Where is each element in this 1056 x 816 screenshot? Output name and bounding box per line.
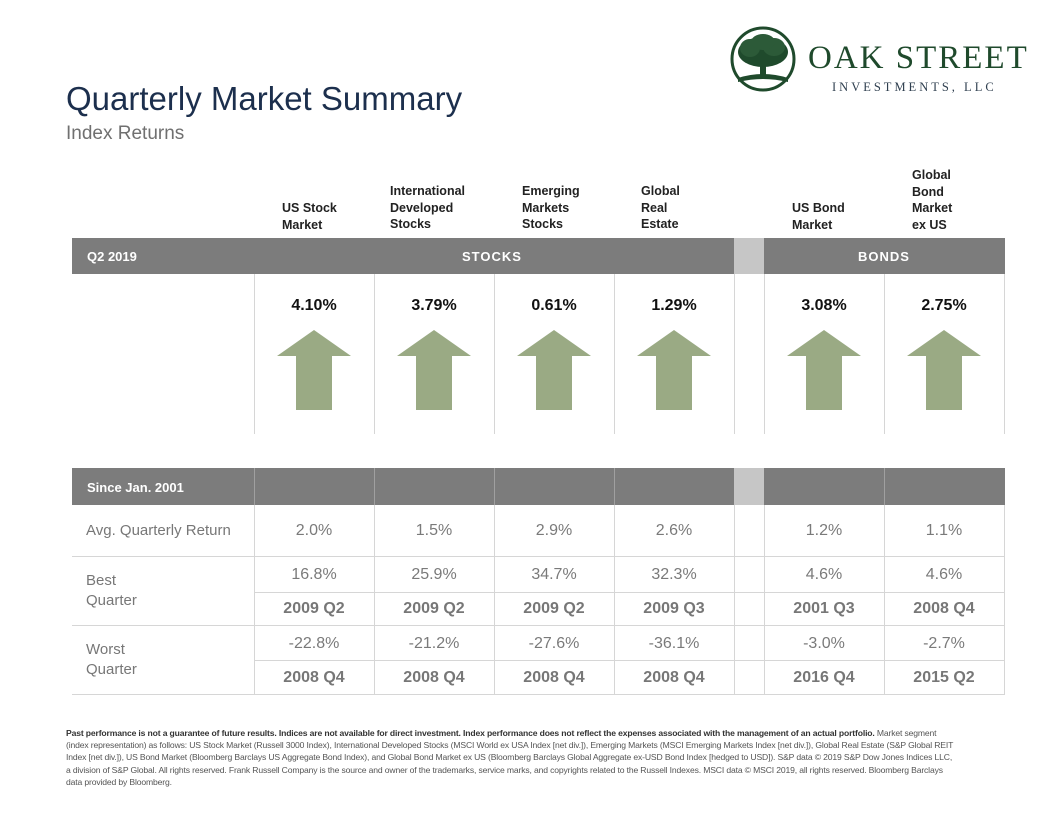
row-divider [72,625,1005,626]
grid-line [734,274,735,434]
worst-value: -27.6% [528,635,580,652]
avg-value: 2.9% [535,522,573,539]
quarter-return-intl-developed: 3.79% [411,297,457,314]
avg-value: 1.5% [415,522,453,539]
quarter-return-emerging: 0.61% [531,297,577,314]
column-header-us-bond: US Bond Market [792,201,845,232]
row-divider [254,660,1005,661]
logo-subtitle: INVESTMENTS, LLC [832,80,997,94]
grid-line [884,274,885,434]
best-quarter-date: 2009 Q2 [523,600,585,617]
best-quarter-date: 2009 Q2 [283,600,345,617]
worst-quarter-date: 2008 Q4 [523,669,585,686]
grid-line [764,274,765,434]
grid-line [764,505,765,695]
oak-tree-icon [730,26,796,92]
grid-line [374,505,375,695]
up-arrow-icon [637,330,711,410]
bonds-section-label: BONDS [858,249,910,264]
row-divider [72,556,1005,557]
best-quarter-date: 2008 Q4 [913,600,975,617]
best-value: 4.6% [925,566,963,583]
up-arrow-icon [277,330,351,410]
up-arrow-icon [397,330,471,410]
grid-line [494,468,495,505]
grid-line [254,274,255,434]
best-value: 32.3% [651,566,697,583]
quarter-return-global-real-estate: 1.29% [651,297,697,314]
worst-quarter-date: 2008 Q4 [403,669,465,686]
worst-value: -3.0% [803,635,845,652]
row-divider [254,592,1005,593]
disclaimer-text: Market segment (index representation) as… [66,728,954,787]
grid-line [734,505,735,695]
avg-value: 2.6% [655,522,693,539]
best-quarter-date: 2001 Q3 [793,600,855,617]
worst-quarter-date: 2008 Q4 [643,669,705,686]
worst-quarter-date: 2016 Q4 [793,669,855,686]
grid-line [254,505,255,695]
grid-line [1004,505,1005,695]
grid-line [614,468,615,505]
avg-value: 1.2% [805,522,843,539]
grid-line [884,505,885,695]
best-value: 25.9% [411,566,457,583]
disclaimer-bold: Past performance is not a guarantee of f… [66,728,875,738]
grid-line [254,468,255,505]
worst-value: -22.8% [288,635,340,652]
logo-name: OAK STREET [808,40,1029,76]
row-divider [72,694,1005,695]
quarter-return-global-bond: 2.75% [921,297,967,314]
grid-line [374,468,375,505]
best-value: 4.6% [805,566,843,583]
up-arrow-icon [907,330,981,410]
column-header-emerging: Emerging Markets Stocks [522,184,580,231]
quarter-return-us-stock: 4.10% [291,297,337,314]
bar-separator [734,238,764,274]
grid-line [494,274,495,434]
grid-line [614,274,615,434]
bar-separator [734,468,764,505]
grid-line [374,274,375,434]
quarter-return-us-bond: 3.08% [801,297,847,314]
since-label: Since Jan. 2001 [87,480,184,495]
avg-value: 2.0% [295,522,333,539]
up-arrow-icon [787,330,861,410]
quarter-period-label: Q2 2019 [87,249,137,264]
worst-value: -36.1% [648,635,700,652]
best-quarter-date: 2009 Q2 [403,600,465,617]
avg-value: 1.1% [925,522,963,539]
grid-line [1004,274,1005,434]
column-header-us-stock: US Stock Market [282,201,337,232]
worst-value: -2.7% [923,635,965,652]
best-quarter-date: 2009 Q3 [643,600,705,617]
column-header-intl-developed: International Developed Stocks [390,184,466,231]
grid-line [494,505,495,695]
since-bar: Since Jan. 2001 [72,468,734,505]
column-header-global-bond: Global Bond Market ex US [912,168,953,232]
best-quarter-label: Best Quarter [86,572,137,609]
quarter-stocks-bar: Q2 2019 STOCKS [72,238,734,274]
up-arrow-icon [517,330,591,410]
grid-line [614,505,615,695]
worst-quarter-label: Worst Quarter [86,641,137,678]
best-value: 34.7% [531,566,577,583]
grid-line [884,468,885,505]
page-subtitle: Index Returns [66,123,185,144]
avg-quarterly-return-label: Avg. Quarterly Return [86,522,231,539]
worst-quarter-date: 2008 Q4 [283,669,345,686]
page-title: Quarterly Market Summary [66,80,463,117]
disclaimer-footnote: Past performance is not a guarantee of f… [66,727,956,788]
company-logo: OAK STREET INVESTMENTS, LLC [728,26,1028,96]
worst-quarter-date: 2015 Q2 [913,669,975,686]
worst-value: -21.2% [408,635,460,652]
quarter-bonds-bar: BONDS [764,238,1005,274]
best-value: 16.8% [291,566,337,583]
column-header-global-real-estate: Global Real Estate [641,184,680,231]
stocks-section-label: STOCKS [462,249,522,264]
